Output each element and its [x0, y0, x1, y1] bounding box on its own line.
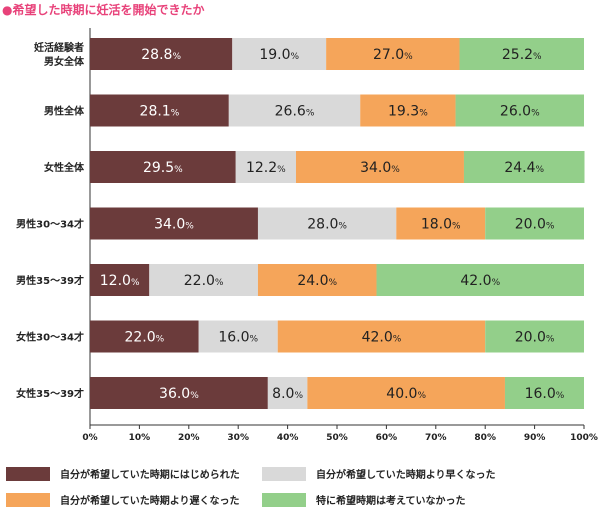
bar-label-1-2: 19.3%: [388, 104, 428, 120]
category-label-2: 女性全体: [44, 161, 85, 174]
bar-1-0: [90, 94, 229, 127]
bar-5-2: [277, 320, 486, 353]
x-tick-label-7: 70%: [425, 433, 447, 443]
bar-6-1: [267, 377, 308, 409]
bar-label-3-3: 20.0%: [515, 217, 555, 233]
category-label-0-line-0: 妊活経験者: [34, 41, 84, 54]
category-label-1: 男性全体: [44, 105, 85, 118]
bar-label-2-0: 29.5%: [143, 160, 183, 176]
x-tick-label-3: 30%: [227, 433, 249, 443]
bar-label-2-2: 34.0%: [360, 160, 400, 176]
bar-2-2: [295, 151, 464, 183]
legend-swatch-later: [6, 492, 50, 507]
bar-label-1-3: 26.0%: [500, 104, 540, 120]
bar-label-5-2: 42.0%: [362, 330, 402, 346]
bar-3-2: [396, 207, 486, 240]
bar-0-3: [459, 38, 584, 70]
legend-swatch-earlier: [262, 466, 306, 481]
bar-label-3-1: 28.0%: [307, 217, 347, 233]
bar-label-4-3: 42.0%: [460, 273, 500, 289]
category-label-3: 男性30〜34才: [16, 218, 84, 231]
x-tick-label-2: 20%: [178, 433, 200, 443]
bar-label-4-2: 24.0%: [297, 273, 337, 289]
bar-label-0-0: 28.8%: [141, 47, 181, 63]
bar-1-3: [455, 94, 584, 127]
stacked-bar-chart: 0% 10% 20% 30% 40% 50% 60% 70% 80% 90% 100% 妊活経験者男女…: [16, 28, 598, 443]
bar-2-3: [463, 151, 585, 183]
bar-4-1: [149, 264, 258, 296]
legend-label-earlier: 自分が希望していた時期より早くなった: [316, 470, 496, 481]
bar-5-1: [198, 320, 278, 353]
bar-1-1: [228, 94, 361, 127]
legend-swatch-on-time: [6, 466, 50, 481]
bar-5-0: [90, 320, 199, 353]
bar-5-3: [485, 320, 584, 353]
x-tick-label-8: 80%: [474, 433, 496, 443]
bar-2-0: [90, 151, 236, 183]
bar-6-2: [307, 377, 505, 409]
bar-0-1: [232, 38, 327, 70]
bar-label-2-3: 24.4%: [504, 160, 544, 176]
legend-label-later: 自分が希望していた時期より遅くなった: [60, 496, 240, 507]
bar-label-6-2: 40.0%: [386, 386, 426, 402]
bar-4-0: [90, 264, 150, 296]
bar-label-0-2: 27.0%: [373, 47, 413, 63]
category-label-6: 女性35〜39才: [16, 387, 84, 400]
bar-label-6-0: 36.0%: [159, 386, 199, 402]
category-label-5: 女性30〜34才: [16, 331, 84, 344]
bar-label-6-3: 16.0%: [525, 386, 565, 402]
bar-label-3-0: 34.0%: [154, 217, 194, 233]
legend-swatch-no-preference: [262, 492, 306, 507]
legend-label-on-time: 自分が希望していた時期にはじめられた: [60, 470, 240, 481]
bar-label-6-1: 8.0%: [272, 386, 303, 402]
x-tick-label-1: 10%: [129, 433, 151, 443]
legend-item-later: 自分が希望していた時期より遅くなった: [6, 492, 240, 507]
chart-title: ●希望した時期に妊活を開始できたか: [2, 3, 205, 17]
bar-0-0: [90, 38, 233, 70]
bar-4-3: [376, 264, 584, 296]
x-tick-label-6: 60%: [376, 433, 398, 443]
bar-label-0-3: 25.2%: [502, 47, 542, 63]
bar-4-2: [257, 264, 377, 296]
bar-6-3: [504, 377, 584, 409]
bar-0-2: [326, 38, 460, 70]
x-tick-label-0: 0%: [82, 433, 97, 443]
legend-item-on-time: 自分が希望していた時期にはじめられた: [6, 466, 240, 481]
bar-3-0: [90, 207, 258, 240]
category-label-0-line-1: 男女全体: [44, 55, 85, 68]
bar-3-1: [257, 207, 397, 240]
bar-label-5-3: 20.0%: [515, 330, 555, 346]
legend-item-earlier: 自分が希望していた時期より早くなった: [262, 466, 496, 481]
x-tick-label-10: 100%: [570, 433, 598, 443]
bar-label-5-0: 22.0%: [124, 330, 164, 346]
bar-label-1-0: 28.1%: [140, 104, 180, 120]
x-tick-label-5: 50%: [326, 433, 348, 443]
x-tick-label-4: 40%: [277, 433, 299, 443]
bar-label-2-1: 12.2%: [246, 160, 286, 176]
bar-label-5-1: 16.0%: [218, 330, 258, 346]
legend-label-no-preference: 特に希望時期は考えていなかった: [316, 496, 466, 507]
bar-label-1-1: 26.6%: [275, 104, 315, 120]
bar-2-1: [235, 151, 296, 183]
legend-item-no-preference: 特に希望時期は考えていなかった: [262, 492, 466, 507]
bar-3-3: [485, 207, 584, 240]
bar-6-0: [90, 377, 268, 409]
x-tick-label-9: 90%: [524, 433, 546, 443]
bar-label-4-1: 22.0%: [184, 273, 224, 289]
category-label-4: 男性35〜39才: [16, 274, 84, 287]
bar-label-4-0: 12.0%: [100, 273, 140, 289]
bar-1-2: [360, 94, 456, 127]
bar-label-0-1: 19.0%: [259, 47, 299, 63]
bar-label-3-2: 18.0%: [421, 217, 461, 233]
